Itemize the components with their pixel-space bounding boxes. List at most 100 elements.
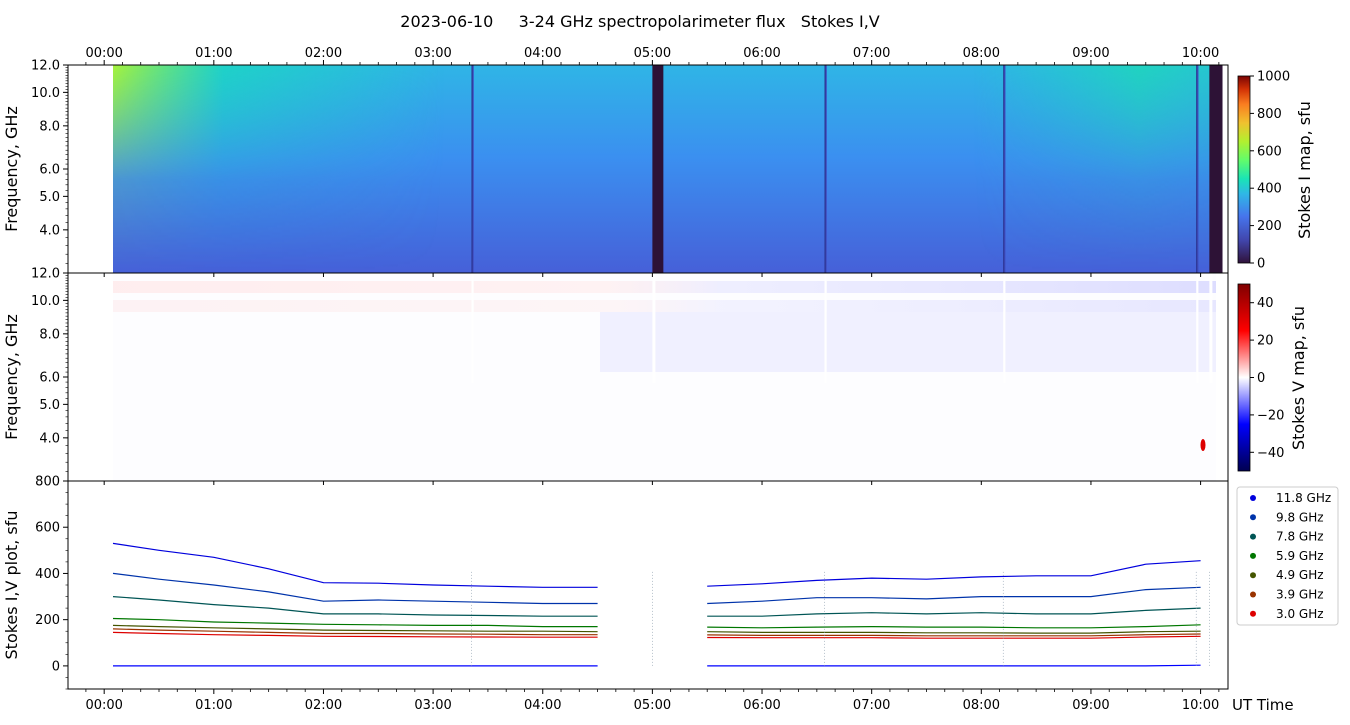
y-axis-label: Frequency, GHz (2, 106, 21, 232)
x-tick-label-top: 02:00 (305, 46, 342, 61)
legend-label: 3.9 GHz (1276, 588, 1324, 602)
legend-label: 3.0 GHz (1276, 607, 1324, 621)
x-tick-label-bottom: 02:00 (305, 698, 342, 713)
stokes-iv-line-panel: 0 200 400 600 800 (35, 475, 1229, 690)
stokes-v-band-mid (113, 300, 1216, 312)
stokes-i-gap-edge (825, 65, 827, 273)
legend-box (1236, 486, 1339, 626)
legend-marker (1250, 552, 1256, 559)
x-tick-label-top: 09:00 (1072, 46, 1109, 61)
x-tick-label-top: 01:00 (195, 46, 232, 61)
stokes-i-gap-edge (1197, 65, 1199, 273)
x-tick-label-top: 00:00 (85, 46, 122, 61)
colorbar-tick-label: 0 (1257, 371, 1265, 386)
colorbar-tick-label: 40 (1257, 296, 1274, 311)
x-tick-label-bottom: 10:00 (1182, 698, 1219, 713)
stokes-v-gap (1003, 273, 1006, 383)
x-tick-label-bottom: 06:00 (743, 698, 780, 713)
stokes-i-gap (652, 65, 664, 273)
stokes-v-band-high (113, 281, 1216, 293)
x-tick-label-bottom: 09:00 (1072, 698, 1109, 713)
y-tick-label: 4.0 (39, 223, 60, 238)
series-line (707, 664, 1201, 667)
y-tick-label: 4.0 (39, 431, 60, 446)
y-tick-label: 800 (35, 475, 60, 490)
x-tick-label-top: 10:00 (1182, 46, 1219, 61)
colorbar-tick-label: 400 (1257, 182, 1282, 197)
stokes-i-gap (1196, 65, 1199, 273)
y-tick-label: 6.0 (39, 163, 60, 178)
legend-label: 7.8 GHz (1276, 530, 1324, 544)
series-line (707, 607, 1201, 617)
colorbar-tick-label: 800 (1257, 107, 1282, 122)
x-tick-label-bottom: 01:00 (195, 698, 232, 713)
colorbar-tick-label: 600 (1257, 144, 1282, 159)
colorbar-tick-label: 0 (1257, 257, 1265, 272)
stokes-i-gap-edge (1004, 65, 1006, 273)
stokes-v-colorbar (1237, 283, 1251, 472)
y-tick-label: 12.0 (31, 59, 60, 74)
x-tick-label-bottom: 05:00 (634, 698, 671, 713)
legend-label: 9.8 GHz (1276, 510, 1324, 524)
x-tick-label-bottom: 00:00 (85, 698, 122, 713)
y-tick-label: 5.0 (39, 190, 60, 205)
stokes-i-gap (1209, 65, 1223, 273)
stokes-v-blue-region (600, 312, 1216, 372)
series-line (112, 624, 598, 633)
legend-label: 11.8 GHz (1276, 491, 1331, 505)
stokes-v-gap (1209, 273, 1213, 383)
y-tick-label: 6.0 (39, 371, 60, 386)
stokes-v-panel: 12.0 10.0 8.0 6.0 5.0 4.0 (31, 267, 1229, 482)
stokes-i-gap (824, 65, 827, 273)
series-line (707, 560, 1201, 587)
colorbar-tick-label: 20 (1257, 334, 1274, 349)
stokes-i-gap (471, 65, 474, 273)
series-line (112, 542, 598, 588)
y-tick-label: 12.0 (31, 267, 60, 282)
y-tick-label: 10.0 (31, 86, 60, 101)
series-line (112, 631, 598, 638)
legend-label: 5.9 GHz (1276, 549, 1324, 563)
stokes-i-gap (1003, 65, 1006, 273)
y-axis-label: Frequency, GHz (2, 314, 21, 440)
colorbar-label: Stokes I map, sfu (1295, 101, 1314, 239)
y-tick-label: 600 (35, 521, 60, 536)
stokes-iv-frame (67, 480, 1229, 690)
y-tick-label: 10.0 (31, 294, 60, 309)
series-line (707, 586, 1201, 605)
stokes-v-gap (471, 273, 474, 383)
x-tick-label-bottom: 03:00 (414, 698, 451, 713)
series-line (112, 628, 598, 636)
legend-marker (1250, 514, 1256, 521)
series-line (707, 624, 1201, 629)
colorbar-tick-label: 1000 (1257, 70, 1290, 85)
legend-marker (1250, 591, 1256, 598)
stokes-i-gap-edge (472, 65, 474, 273)
x-tick-label-bottom: 07:00 (853, 698, 890, 713)
stokes-i-panel: 12.0 10.0 8.0 6.0 5.0 4.0 (31, 59, 1229, 274)
legend-marker (1250, 495, 1256, 501)
legend-label: 4.9 GHz (1276, 568, 1324, 582)
x-tick-label-bottom: 04:00 (524, 698, 561, 713)
colorbar-tick-label: 200 (1257, 219, 1282, 234)
y-tick-label: 200 (35, 613, 60, 628)
x-tick-label-top: 05:00 (634, 46, 671, 61)
series-line (112, 596, 598, 617)
legend-marker (1250, 610, 1256, 617)
stokes-v-gap (824, 273, 827, 383)
series-line (707, 635, 1201, 639)
x-axis-label: UT Time (1232, 696, 1294, 714)
x-tick-label-top: 04:00 (524, 46, 561, 61)
stokes-v-red-spot (1200, 439, 1206, 451)
series-line (707, 633, 1201, 637)
stokes-v-gap (1196, 273, 1199, 383)
y-tick-label: 400 (35, 567, 60, 582)
x-tick-label-top: 03:00 (414, 46, 451, 61)
colorbar-tick-label: −40 (1257, 446, 1284, 461)
x-tick-label-top: 08:00 (963, 46, 1000, 61)
colorbar-label: Stokes V map, sfu (1289, 306, 1308, 450)
legend: 11.8 GHz 9.8 GHz 7.8 GHz 5.9 GHz 4.9 GHz 3.9 … (1250, 491, 1331, 621)
series-line (707, 630, 1201, 634)
colorbar-tick-label: −20 (1257, 408, 1284, 423)
